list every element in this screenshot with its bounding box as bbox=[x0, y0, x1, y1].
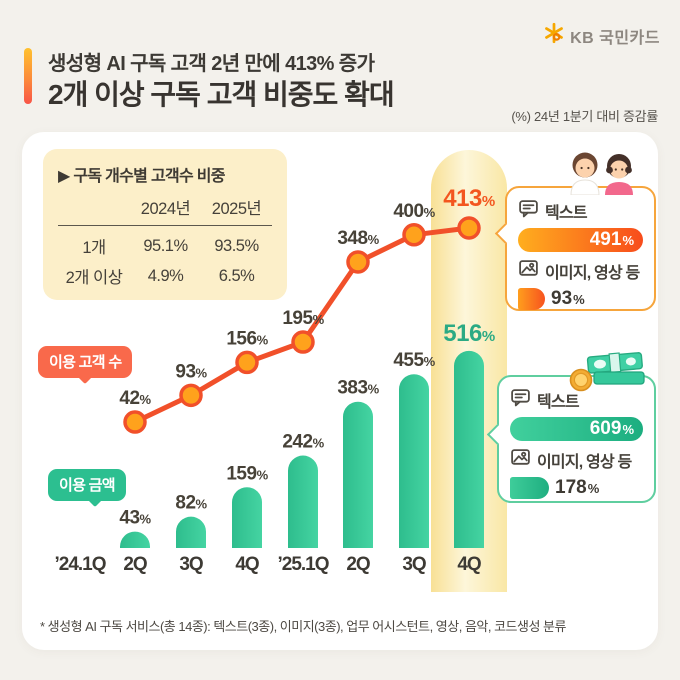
value-label: 82% bbox=[175, 493, 207, 514]
image-icon bbox=[518, 258, 539, 284]
customer-growth-callout: 텍스트 491% 이미지, 영상 등 93% bbox=[494, 152, 656, 311]
footnote: * 생성형 AI 구독 서비스(총 14종): 텍스트(3종), 이미지(3종)… bbox=[40, 619, 566, 634]
bar bbox=[120, 531, 150, 548]
value-label: 455% bbox=[393, 350, 435, 371]
logo-text: KB 국민카드 bbox=[570, 29, 660, 47]
chart-card: 43% 82% 159% 242% 383% 455% 516% 42% 93% 156% 195%… bbox=[22, 132, 658, 650]
bar bbox=[232, 487, 262, 548]
legend-bar-badge: 이용 금액 bbox=[48, 469, 126, 508]
callout-item-value: 93% bbox=[551, 288, 585, 309]
value-label: 383% bbox=[337, 378, 379, 399]
image-icon bbox=[510, 447, 531, 473]
axis-label: 4Q bbox=[235, 554, 259, 575]
table-row: 2개 이상 4.9% 6.5% bbox=[65, 266, 255, 288]
axis-label: 3Q bbox=[179, 554, 203, 575]
table-title: ▶ 구독 개수별 고객수 비중 bbox=[58, 168, 225, 185]
line-marker bbox=[235, 350, 259, 375]
two-people-illustration bbox=[563, 148, 645, 200]
text-bubble-icon bbox=[510, 387, 531, 413]
value-pill: 491% bbox=[518, 228, 643, 252]
value-label: 348% bbox=[337, 228, 379, 249]
combo-chart: 43%82%159%242%383%455%516%42%93%156%195%… bbox=[54, 150, 507, 592]
axis-label: ’24.1Q bbox=[54, 554, 105, 575]
table-row: 1개 95.1% 93.5% bbox=[82, 236, 259, 258]
kb-star-icon bbox=[543, 22, 565, 49]
text-bubble-icon bbox=[518, 198, 539, 224]
value-label: 159% bbox=[226, 463, 268, 484]
table-header-row: 2024년 2025년 bbox=[58, 195, 272, 226]
col-2024: 2024년 bbox=[140, 200, 191, 218]
legend-line-badge: 이용 고객 수 bbox=[38, 346, 133, 385]
value-label: 242% bbox=[282, 432, 324, 453]
value-label: 195% bbox=[282, 308, 324, 329]
callout-item-label: 이미지, 영상 등 bbox=[537, 454, 632, 471]
unit-note: (%) 24년 1분기 대비 증감률 bbox=[511, 109, 658, 124]
axis-label: 4Q bbox=[457, 554, 481, 575]
bar bbox=[343, 401, 373, 548]
title-accent-bar bbox=[24, 48, 32, 104]
value-label: 156% bbox=[226, 328, 268, 349]
bar bbox=[176, 516, 206, 548]
value-pill-small bbox=[518, 288, 545, 310]
axis-label: ’25.1Q bbox=[277, 554, 328, 575]
line-marker bbox=[402, 223, 426, 247]
value-label: 400% bbox=[393, 201, 435, 222]
axis-label: 2Q bbox=[123, 554, 147, 575]
callout-item-label: 텍스트 bbox=[545, 205, 588, 222]
value-label: 93% bbox=[175, 361, 207, 382]
value-label: 43% bbox=[119, 508, 151, 529]
bar bbox=[288, 455, 318, 548]
spending-growth-callout: 텍스트 609% 이미지, 영상 등 178% bbox=[486, 352, 656, 503]
callout-item-label: 이미지, 영상 등 bbox=[545, 265, 640, 282]
callout-item-value: 178% bbox=[555, 477, 600, 498]
money-stack-illustration bbox=[568, 350, 648, 398]
line-marker bbox=[123, 410, 147, 434]
subtitle: 생성형 AI 구독 고객 2년 만에 413% 증가 bbox=[48, 53, 375, 75]
axis-label: 3Q bbox=[402, 554, 426, 575]
callout-item-label: 텍스트 bbox=[537, 394, 580, 411]
page-title: 2개 이상 구독 고객 비중도 확대 bbox=[48, 79, 395, 110]
line-marker bbox=[346, 250, 370, 274]
line-marker bbox=[457, 216, 481, 240]
line-marker bbox=[179, 383, 203, 408]
col-2025: 2025년 bbox=[211, 200, 262, 218]
line-marker bbox=[291, 330, 315, 354]
bar bbox=[399, 374, 429, 548]
bar bbox=[454, 350, 484, 548]
kb-logo: KB 국민카드 bbox=[543, 22, 660, 49]
axis-label: 2Q bbox=[346, 554, 370, 575]
value-pill: 609% bbox=[510, 417, 643, 441]
subscription-share-table: ▶ 구독 개수별 고객수 비중 2024년 2025년 1개 95.1% 93.… bbox=[43, 149, 287, 300]
value-pill-small bbox=[510, 477, 549, 499]
value-label: 42% bbox=[119, 388, 151, 409]
